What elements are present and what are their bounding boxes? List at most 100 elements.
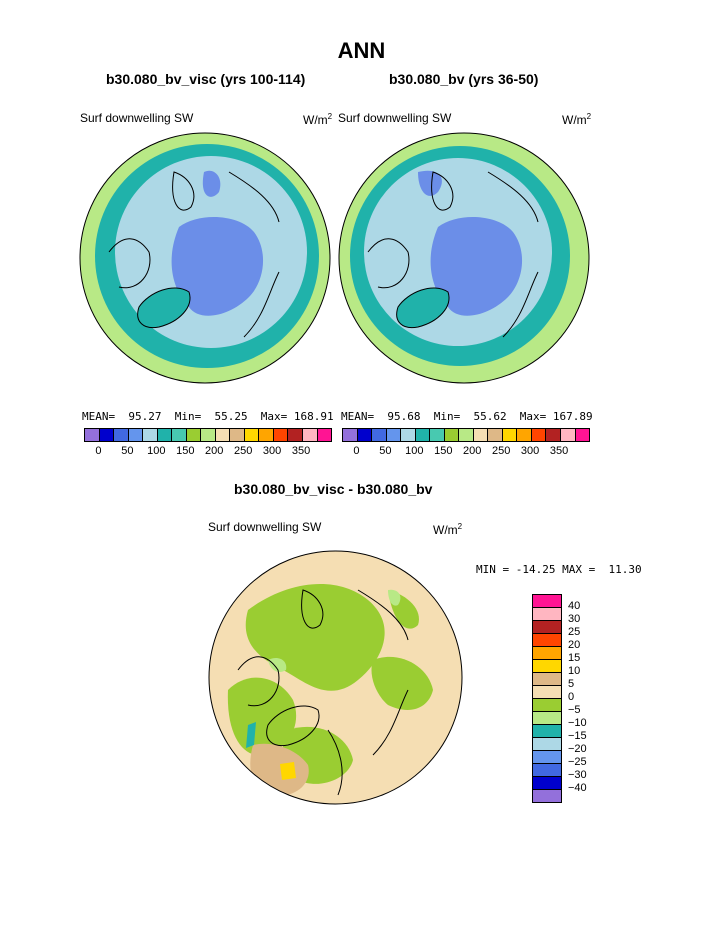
colorbar-tick-label: −15	[568, 730, 587, 742]
panel-1-colorbar	[84, 428, 332, 442]
colorbar-swatch	[288, 429, 303, 441]
colorbar-swatch	[533, 595, 561, 608]
colorbar-swatch	[533, 738, 561, 751]
colorbar-tick-label: 40	[568, 600, 581, 612]
panel-1-polar-map	[79, 132, 331, 384]
colorbar-swatch	[488, 429, 503, 441]
colorbar-tick-label: 15	[568, 652, 581, 664]
colorbar-tick-label: 200	[463, 445, 482, 457]
colorbar-swatch	[128, 429, 144, 441]
colorbar-tick-label: −40	[568, 782, 587, 794]
panel-1-stats: MEAN= 95.27 Min= 55.25 Max= 168.91	[82, 410, 334, 423]
panel-2-colorbar	[342, 428, 590, 442]
colorbar-swatch	[343, 429, 358, 441]
colorbar-swatch	[533, 699, 561, 712]
colorbar-swatch	[186, 429, 202, 441]
panel-2-polar-map	[338, 132, 590, 384]
colorbar-swatch	[302, 429, 318, 441]
colorbar-swatch	[533, 608, 561, 621]
colorbar-tick-label: 300	[262, 445, 282, 457]
colorbar-swatch	[357, 429, 373, 441]
diff-panel-units: W/m2	[433, 522, 463, 537]
colorbar-swatch	[143, 429, 158, 441]
colorbar-swatch	[575, 429, 590, 441]
panel-2-units: W/m2	[562, 112, 592, 127]
colorbar-tick-label: −25	[568, 756, 587, 768]
colorbar-swatch	[430, 429, 445, 441]
colorbar-tick-label: 50	[121, 445, 134, 457]
page-title: ANN	[337, 38, 386, 63]
colorbar-tick-label: 200	[205, 445, 224, 457]
colorbar-swatch	[533, 621, 561, 634]
diff-panel-variable-label: Surf downwelling SW	[208, 520, 322, 534]
colorbar-swatch	[259, 429, 274, 441]
colorbar-swatch	[114, 429, 129, 441]
colorbar-tick-label: 0	[568, 691, 575, 703]
colorbar-tick-label: −10	[568, 717, 587, 729]
panel-1-units: W/m2	[303, 112, 333, 127]
colorbar-swatch	[533, 764, 561, 777]
colorbar-tick-label: 350	[549, 445, 569, 457]
diff-panel-stats: MIN = -14.25 MAX = 11.30	[476, 563, 642, 576]
panel-2-title: b30.080_bv (yrs 36-50)	[389, 71, 539, 87]
colorbar-swatch	[157, 429, 173, 441]
colorbar-tick-label: −5	[568, 704, 581, 716]
colorbar-swatch	[372, 429, 387, 441]
colorbar-tick-label: 25	[568, 626, 581, 638]
colorbar-tick-label: 0	[95, 445, 102, 457]
colorbar-tick-label: 100	[405, 445, 424, 457]
colorbar-tick-label: 30	[568, 613, 581, 625]
colorbar-swatch	[533, 686, 561, 699]
colorbar-tick-label: −30	[568, 769, 587, 781]
colorbar-swatch	[533, 647, 561, 660]
colorbar-swatch	[533, 790, 561, 802]
colorbar-tick-label: 10	[568, 665, 581, 677]
colorbar-swatch	[533, 751, 561, 764]
panel-2-colorbar-ticks: 0 50 100 150 200 250 300 350	[342, 445, 588, 459]
panel-2-variable-label: Surf downwelling SW	[338, 111, 452, 125]
colorbar-swatch	[533, 712, 561, 725]
colorbar-swatch	[230, 429, 245, 441]
diff-colorbar	[532, 594, 562, 803]
colorbar-swatch	[201, 429, 216, 441]
colorbar-tick-label: 50	[379, 445, 392, 457]
colorbar-tick-label: 5	[568, 678, 575, 690]
panel-1-variable-label: Surf downwelling SW	[80, 111, 194, 125]
colorbar-swatch	[459, 429, 474, 441]
panel-1-colorbar-ticks: 0 50 100 150 200 250 300 350	[84, 445, 330, 459]
colorbar-tick-label: 20	[568, 639, 581, 651]
colorbar-tick-label: 100	[147, 445, 166, 457]
colorbar-swatch	[533, 660, 561, 673]
colorbar-swatch	[533, 673, 561, 686]
colorbar-swatch	[560, 429, 576, 441]
panel-2-stats: MEAN= 95.68 Min= 55.62 Max= 167.89	[341, 410, 593, 423]
colorbar-swatch	[273, 429, 289, 441]
colorbar-swatch	[531, 429, 547, 441]
colorbar-swatch	[533, 777, 561, 790]
colorbar-tick-label: 0	[353, 445, 360, 457]
colorbar-swatch	[401, 429, 416, 441]
diff-panel-polar-map	[208, 550, 463, 805]
colorbar-swatch	[386, 429, 402, 441]
colorbar-swatch	[415, 429, 431, 441]
colorbar-swatch	[317, 429, 332, 441]
colorbar-swatch	[473, 429, 489, 441]
diff-panel-title: b30.080_bv_visc - b30.080_bv	[234, 481, 433, 497]
colorbar-tick-label: 150	[434, 445, 453, 457]
colorbar-swatch	[85, 429, 100, 441]
colorbar-swatch	[546, 429, 561, 441]
colorbar-swatch	[244, 429, 260, 441]
panel-1-title: b30.080_bv_visc (yrs 100-114)	[106, 71, 306, 87]
colorbar-swatch	[99, 429, 115, 441]
colorbar-swatch	[533, 634, 561, 647]
colorbar-swatch	[444, 429, 460, 441]
colorbar-tick-label: −20	[568, 743, 587, 755]
colorbar-swatch	[215, 429, 231, 441]
colorbar-swatch	[517, 429, 532, 441]
colorbar-swatch	[172, 429, 187, 441]
colorbar-swatch	[502, 429, 518, 441]
colorbar-tick-label: 150	[176, 445, 195, 457]
colorbar-tick-label: 300	[520, 445, 540, 457]
colorbar-tick-label: 250	[233, 445, 253, 457]
colorbar-tick-label: 350	[291, 445, 311, 457]
